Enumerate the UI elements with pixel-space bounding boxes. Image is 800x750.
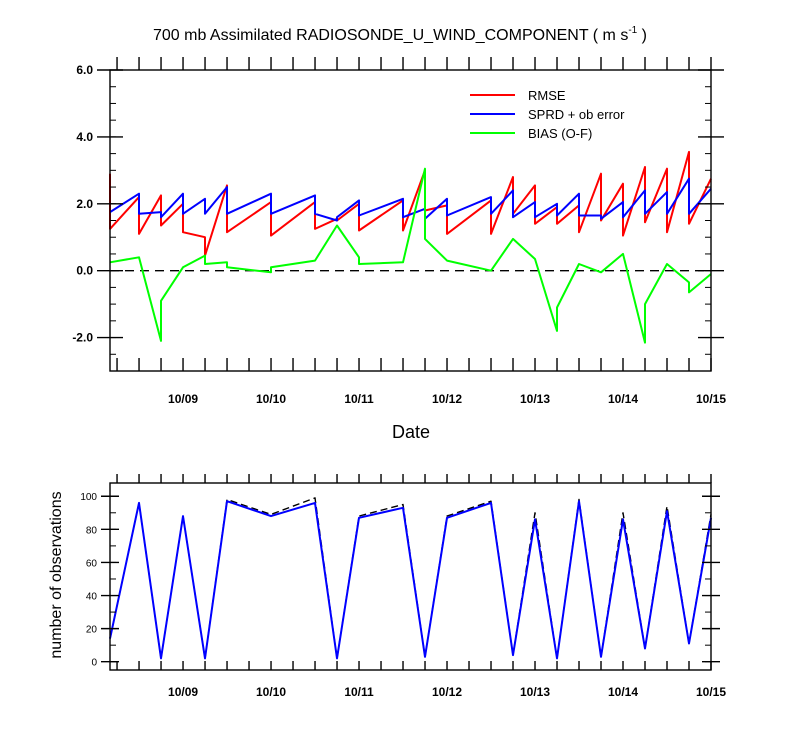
x-tick-label: 10/12 xyxy=(432,685,462,699)
x-tick-label: 10/11 xyxy=(344,685,374,699)
x-tick-label: 10/13 xyxy=(520,392,550,406)
legend: RMSE SPRD + ob error BIAS (O-F) xyxy=(470,88,625,141)
top-x-axis-label: Date xyxy=(392,422,430,442)
y-tick-label: 0.0 xyxy=(76,264,93,278)
x-tick-label: 10/09 xyxy=(168,392,198,406)
x-tick-label: 10/09 xyxy=(168,685,198,699)
x-tick-label: 10/10 xyxy=(256,392,286,406)
y-tick-label: 20 xyxy=(86,625,98,636)
x-tick-label: 10/13 xyxy=(520,685,550,699)
legend-rmse-label: RMSE xyxy=(528,88,566,103)
x-tick-label: 10/14 xyxy=(608,685,638,699)
legend-sprd-label: SPRD + ob error xyxy=(528,107,625,122)
y-tick-label: 4.0 xyxy=(76,130,93,144)
top-panel: 10/09 10/10 10/11 10/12 10/13 10/14 10/15 6.0 4.… xyxy=(72,57,726,442)
obs-used-series-line xyxy=(109,500,712,660)
x-tick-label: 10/15 xyxy=(696,392,726,406)
bottom-ticks-group: 10/09 10/10 10/11 10/12 10/13 10/14 10/15 0 20 40… xyxy=(80,474,726,699)
x-tick-label: 10/15 xyxy=(696,685,726,699)
y-tick-label: -2.0 xyxy=(72,331,93,345)
bias-o-f-series-line xyxy=(109,167,712,344)
x-tick-label: 10/11 xyxy=(344,392,374,406)
top-ticks-group: 10/09 10/10 10/11 10/12 10/13 10/14 10/15 6.0 4.… xyxy=(72,57,726,406)
sprd-ob-error-series-line xyxy=(109,177,712,222)
bottom-panel: 10/09 10/10 10/11 10/12 10/13 10/14 10/15 0 20 40… xyxy=(48,474,726,699)
y-tick-label: 6.0 xyxy=(76,63,93,77)
chart-title: 700 mb Assimilated RADIOSONDE_U_WIND_COM… xyxy=(153,25,647,44)
y-tick-label: 40 xyxy=(86,592,98,603)
bottom-plot-frame xyxy=(109,482,712,671)
y-tick-label: 60 xyxy=(86,558,98,569)
y-tick-label: 80 xyxy=(86,525,98,536)
x-tick-label: 10/14 xyxy=(608,392,638,406)
y-tick-label: 100 xyxy=(80,492,97,503)
legend-bias-label: BIAS (O-F) xyxy=(528,126,592,141)
y-tick-label: 0 xyxy=(91,658,97,669)
obs-possible-series-line xyxy=(109,497,712,660)
bottom-y-axis-label: number of observations xyxy=(48,491,65,658)
bottom-series-group xyxy=(109,497,712,660)
x-tick-label: 10/10 xyxy=(256,685,286,699)
x-tick-label: 10/12 xyxy=(432,392,462,406)
top-series-group xyxy=(109,150,712,344)
y-tick-label: 2.0 xyxy=(76,197,93,211)
